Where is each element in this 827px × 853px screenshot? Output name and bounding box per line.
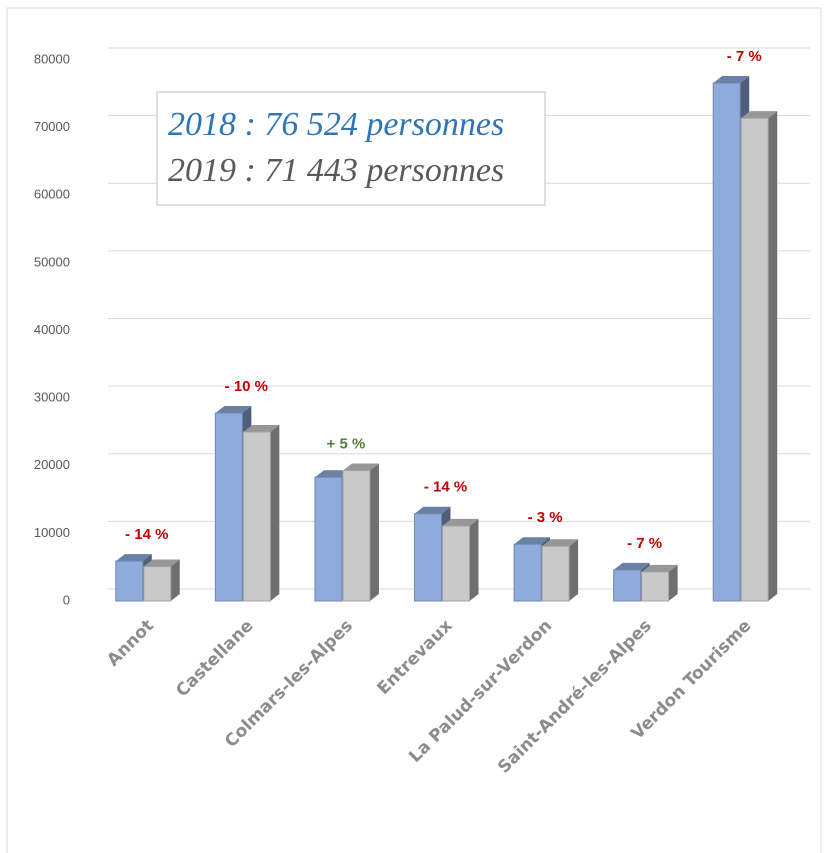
bar-side <box>668 564 678 601</box>
y-tick-label: 30000 <box>34 390 70 405</box>
bar <box>242 431 271 602</box>
bar-top <box>542 539 579 547</box>
bar-top <box>514 537 551 545</box>
bar <box>414 513 442 602</box>
y-tick-label: 80000 <box>34 51 70 66</box>
change-label: + 5 % <box>327 435 366 452</box>
bar-side <box>369 463 379 601</box>
bar <box>314 476 343 602</box>
annotation: 2018 : 76 524 personnes <box>168 106 504 143</box>
y-tick-label: 10000 <box>34 525 70 540</box>
bar <box>143 566 172 602</box>
bar <box>442 525 470 602</box>
y-tick-label: 0 <box>63 592 70 607</box>
bar <box>115 560 144 602</box>
annotation: 2019 : 71 443 personnes <box>168 152 504 189</box>
bar-top <box>713 75 750 83</box>
bar-top <box>115 554 152 562</box>
bar-top <box>243 424 280 432</box>
bar <box>641 571 670 602</box>
y-tick-label: 20000 <box>34 457 70 472</box>
change-label: - 7 % <box>627 535 662 552</box>
bar <box>342 469 371 602</box>
bar-top <box>314 470 351 478</box>
bar-top <box>342 463 379 471</box>
bar-top <box>442 518 479 526</box>
bar <box>214 412 243 602</box>
bar-side <box>469 518 479 601</box>
bar-top <box>641 564 678 572</box>
change-label: - 10 % <box>225 378 268 395</box>
bar <box>541 545 570 602</box>
bar-top <box>741 111 778 119</box>
y-tick-label: 50000 <box>34 254 70 269</box>
change-label: - 14 % <box>125 526 168 543</box>
change-label: - 3 % <box>528 509 563 526</box>
y-tick-label: 40000 <box>34 322 70 337</box>
bar <box>513 543 542 602</box>
change-label: - 14 % <box>424 479 467 496</box>
y-tick-label: 70000 <box>34 119 70 134</box>
bar-side <box>569 539 579 601</box>
bar <box>740 117 769 602</box>
bar-top <box>414 506 451 514</box>
bar-top <box>143 559 180 567</box>
change-label: - 7 % <box>727 48 762 65</box>
bar-side <box>270 424 280 601</box>
bar <box>712 82 741 602</box>
y-tick-label: 60000 <box>34 187 70 202</box>
bar <box>613 569 642 602</box>
bar-side <box>170 559 180 601</box>
bar-side <box>768 111 778 601</box>
bar-top <box>215 406 252 414</box>
annotation-box <box>156 91 546 206</box>
bar-top <box>613 562 650 570</box>
